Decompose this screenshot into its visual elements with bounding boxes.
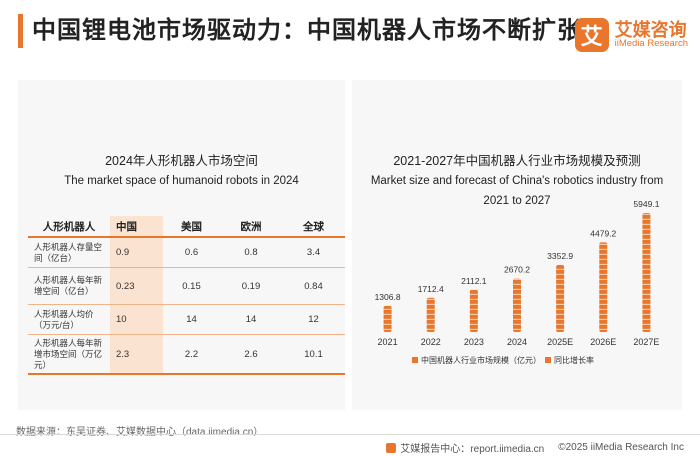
bar: [469, 289, 478, 332]
chart-title-cn: 2021-2027年中国机器人行业市场规模及预测: [393, 154, 641, 168]
logo-icon: 艾: [574, 18, 609, 52]
data-label: 3352.9: [547, 251, 573, 261]
table-cell: 10.1: [282, 334, 345, 375]
table-cell: 0.84: [282, 267, 345, 305]
robotics-market-bar-chart: 1306.8 2021 1712.4 2022 2112.1 2023 2670.2 2024…: [375, 200, 660, 365]
x-tick-label: 2026E: [590, 337, 616, 347]
logo-name-cn: 艾媒咨询: [614, 19, 687, 40]
bar: [642, 213, 651, 332]
table-row: 人形机器人每年新增空间（亿台） 0.23 0.15 0.19 0.84: [28, 267, 345, 305]
bar: [599, 242, 608, 332]
x-tick-label: 2022: [421, 337, 441, 347]
legend-label: 中国机器人行业市场规模（亿元）: [421, 355, 541, 365]
data-label: 2670.2: [504, 265, 530, 275]
table-row: 人形机器人均价（万元/台） 10 14 14 12: [28, 304, 345, 335]
table-header: 欧洲: [220, 216, 282, 238]
title-accent-bar: [18, 14, 23, 48]
table-cell: 0.23: [110, 267, 163, 305]
table-header: 美国: [163, 216, 220, 238]
footer-report-link[interactable]: 艾媒报告中心：report.iimedia.cn: [400, 444, 545, 455]
table-title-cn: 2024年人形机器人市场空间: [105, 154, 258, 168]
logo-name-en: iiMedia Research: [614, 38, 688, 50]
footer-copyright: ©2025 iiMedia Research Inc: [558, 442, 684, 453]
x-tick-label: 2023: [464, 337, 484, 347]
chart-title-en: Market size and forecast of China's robo…: [370, 175, 664, 207]
x-tick-label: 2027E: [633, 337, 659, 347]
market-space-table: 人形机器人 中国 美国 欧洲 全球 人形机器人存量空间（亿台） 0.9 0.6 …: [28, 216, 345, 375]
table-cell: 10: [110, 304, 163, 335]
data-label: 4479.2: [590, 228, 616, 238]
x-tick-label: 2024: [507, 337, 527, 347]
table-header-row: 人形机器人 中国 美国 欧洲 全球: [28, 216, 345, 238]
row-label: 人形机器人每年新增市场空间（万亿元）: [28, 334, 110, 375]
brand-logo: 艾 艾媒咨询 iiMedia Research: [574, 16, 688, 54]
x-tick-label: 2025E: [547, 337, 573, 347]
table-cell: 0.6: [163, 237, 220, 268]
right-panel: 2021-2027年中国机器人行业市场规模及预测 Market size and…: [352, 80, 682, 410]
data-label: 2112.1: [461, 276, 487, 286]
legend-swatch-market-size: [412, 357, 418, 363]
table-cell: 0.19: [220, 267, 282, 305]
report-center-icon: [386, 442, 397, 453]
table-header: 人形机器人: [28, 216, 110, 238]
table-cell: 3.4: [282, 237, 345, 268]
table-header: 全球: [282, 216, 345, 238]
data-label: 5949.1: [633, 200, 659, 209]
table-cell: 2.6: [220, 334, 282, 375]
page-title: 中国锂电池市场驱动力：中国机器人市场不断扩张: [32, 17, 582, 44]
table-cell: 14: [163, 304, 220, 335]
bar: [383, 305, 392, 332]
table-cell: 12: [282, 304, 345, 335]
bar: [556, 264, 565, 332]
table-cell: 0.15: [163, 267, 220, 305]
row-label: 人形机器人每年新增空间（亿台）: [28, 267, 110, 305]
bar: [426, 297, 435, 332]
source-note: 数据来源：东吴证券、艾媒数据中心（data.iimedia.cn）: [16, 427, 264, 438]
table-cell: 0.9: [110, 237, 163, 268]
row-label: 人形机器人存量空间（亿台）: [28, 237, 110, 268]
row-label: 人形机器人均价（万元/台）: [28, 304, 110, 335]
bar: [513, 278, 521, 332]
footer: 艾媒报告中心：report.iimedia.cn ©2025 iiMedia R…: [0, 434, 700, 456]
table-row: 人形机器人存量空间（亿台） 0.9 0.6 0.8 3.4: [28, 237, 345, 268]
data-label: 1306.8: [375, 292, 401, 302]
table-cell: 0.8: [220, 237, 282, 268]
table-cell: 2.3: [110, 334, 163, 375]
table-row: 人形机器人每年新增市场空间（万亿元） 2.3 2.2 2.6 10.1: [28, 334, 345, 375]
x-tick-label: 2021: [378, 337, 398, 347]
legend-swatch-growth: [545, 357, 551, 363]
table-cell: 14: [220, 304, 282, 335]
legend-label: 同比增长率: [554, 355, 594, 365]
table-cell: 2.2: [163, 334, 220, 375]
table-title-en: The market space of humanoid robots in 2…: [64, 175, 299, 187]
table-header: 中国: [110, 216, 163, 238]
data-label: 1712.4: [418, 284, 444, 294]
